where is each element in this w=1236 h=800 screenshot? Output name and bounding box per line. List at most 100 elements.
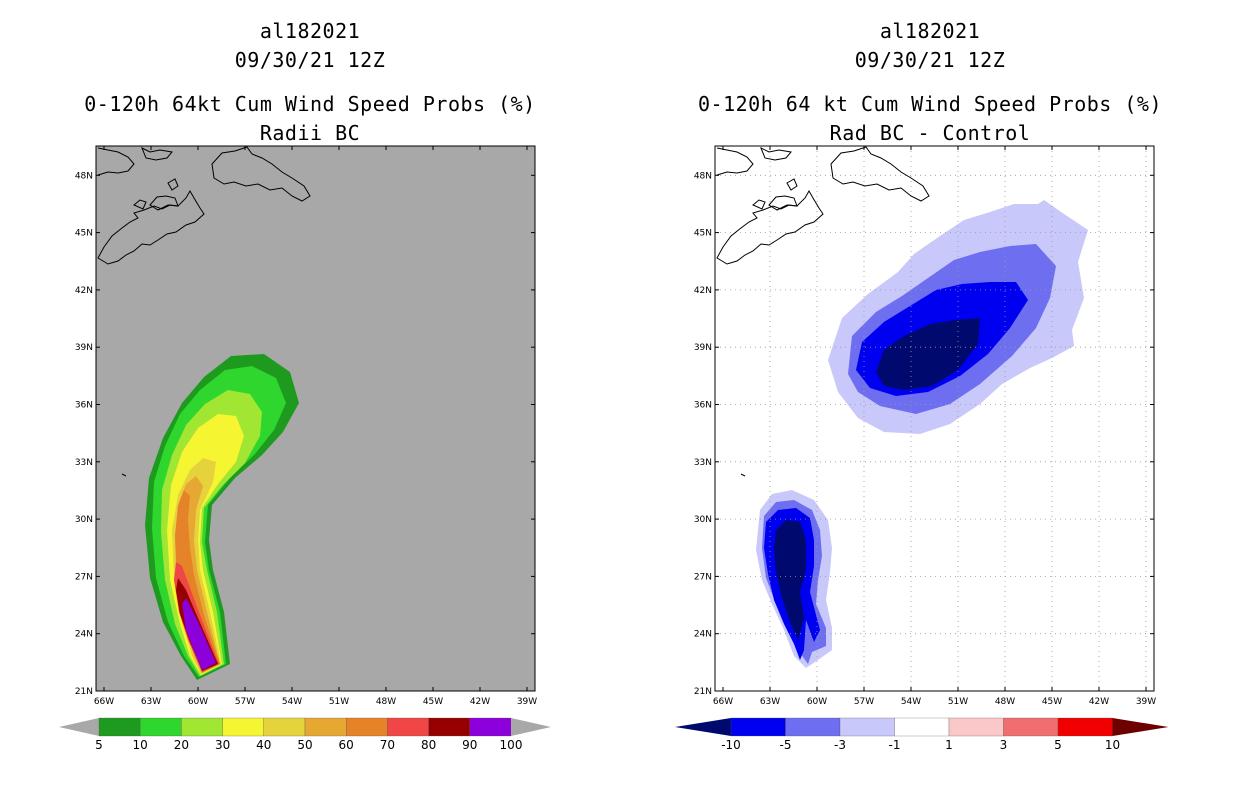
- right-colorbar-swatch: [839, 717, 895, 737]
- right-colorbar-swatch: [948, 717, 1004, 737]
- right-colorbar-swatch: [1057, 717, 1113, 737]
- left-x-tick-label: 42W: [470, 697, 490, 707]
- right-x-tick-label: 66W: [713, 697, 733, 707]
- left-x-tick-label: 60W: [188, 697, 208, 707]
- right-colorbar-label: 10: [1105, 738, 1120, 752]
- left-datetime: 09/30/21 12Z: [234, 48, 386, 72]
- left-colorbar-label: 30: [215, 738, 230, 752]
- right-x-tick-label: 39W: [1136, 697, 1156, 707]
- left-y-tick-label: 27N: [75, 572, 93, 582]
- left-colorbar-swatch: [222, 717, 264, 737]
- right-y-tick-label: 45N: [694, 229, 712, 239]
- left-map-frame: [95, 145, 536, 692]
- left-y-tick-label: 36N: [75, 401, 93, 411]
- left-contour-60: [175, 490, 220, 673]
- right-colorbar-label: 1: [945, 738, 953, 752]
- right-y-tick-label: 24N: [694, 630, 712, 640]
- right-subtitle: Rad BC - Control: [829, 121, 1031, 145]
- right-x-tick-label: 51W: [948, 697, 968, 707]
- right-y-tick-label: 21N: [694, 687, 712, 697]
- right-gridlines: [715, 146, 1154, 691]
- right-product-title: 0-120h 64 kt Cum Wind Speed Probs (%): [697, 92, 1163, 116]
- right-north-contour-minus10: [876, 318, 980, 390]
- left-storm-id: al182021: [259, 19, 361, 43]
- right-difference-field: [756, 200, 1088, 668]
- right-colorbar-label: -10: [721, 738, 741, 752]
- right-y-tick-label: 36N: [694, 401, 712, 411]
- right-datetime: 09/30/21 12Z: [854, 48, 1006, 72]
- left-colorbar-swatch: [346, 717, 388, 737]
- left-map-panel: 66W 63W 60W 57W 54W 51W 48W 45W 42W 39W 21N 24N 27N 3…: [75, 145, 537, 707]
- right-colorbar-swatch: [1003, 717, 1059, 737]
- left-colorbar-swatch: [304, 717, 347, 737]
- left-x-tick-label: 51W: [329, 697, 349, 707]
- right-colorbar-swatch: [785, 717, 841, 737]
- left-product-title: 0-120h 64kt Cum Wind Speed Probs (%): [84, 92, 536, 116]
- right-map-frame: [714, 145, 1155, 692]
- right-colorbar-label: -3: [834, 738, 846, 752]
- right-colorbar-swatch: [894, 717, 950, 737]
- left-x-tick-label: 63W: [141, 697, 161, 707]
- right-x-tick-label: 42W: [1089, 697, 1109, 707]
- left-y-tick-label: 30N: [75, 515, 93, 525]
- right-colorbar-label: 5: [1054, 738, 1062, 752]
- right-y-tick-label: 48N: [694, 171, 712, 181]
- left-colorbar: 5 10 20 30 40 50 60 70 80 90 100: [59, 717, 551, 752]
- right-colorbar-over-triangle: [1112, 718, 1169, 736]
- left-colorbar-swatch: [428, 717, 470, 737]
- right-x-tick-label: 45W: [1042, 697, 1062, 707]
- left-colorbar-label: 80: [421, 738, 436, 752]
- right-y-tick-label: 27N: [694, 572, 712, 582]
- left-y-tick-label: 42N: [75, 286, 93, 296]
- left-axis-ticks: 66W 63W 60W 57W 54W 51W 48W 45W 42W 39W 21N 24N 27N 3…: [75, 146, 537, 707]
- left-subtitle: Radii BC: [259, 121, 361, 145]
- left-colorbar-under-triangle: [59, 718, 99, 736]
- left-colorbar-swatch: [181, 717, 223, 737]
- left-colorbar-label: 40: [256, 738, 271, 752]
- right-colorbar: -10 -5 -3 -1 1 3 5 10: [675, 717, 1169, 752]
- right-south-contour-minus10: [774, 520, 806, 640]
- left-y-tick-label: 48N: [75, 171, 93, 181]
- left-colorbar-label: 60: [339, 738, 354, 752]
- left-y-tick-label: 33N: [75, 458, 93, 468]
- left-colorbar-swatch: [140, 717, 182, 737]
- right-y-tick-label: 33N: [694, 458, 712, 468]
- right-y-tick-label: 30N: [694, 515, 712, 525]
- left-x-tick-label: 57W: [235, 697, 255, 707]
- left-y-tick-label: 21N: [75, 687, 93, 697]
- left-colorbar-swatch: [387, 717, 429, 737]
- left-x-tick-label: 39W: [517, 697, 537, 707]
- right-colorbar-label: 3: [1000, 738, 1008, 752]
- right-x-tick-label: 57W: [854, 697, 874, 707]
- left-colorbar-over-triangle: [511, 718, 551, 736]
- right-x-tick-label: 48W: [995, 697, 1015, 707]
- right-y-tick-label: 39N: [694, 343, 712, 353]
- left-x-tick-label: 66W: [94, 697, 114, 707]
- left-colorbar-label: 90: [462, 738, 477, 752]
- left-colorbar-swatch: [263, 717, 306, 737]
- left-x-tick-label: 45W: [423, 697, 443, 707]
- left-x-tick-label: 54W: [282, 697, 302, 707]
- right-y-tick-label: 42N: [694, 286, 712, 296]
- left-colorbar-label: 50: [297, 738, 312, 752]
- right-x-tick-label: 60W: [807, 697, 827, 707]
- left-colorbar-swatch: [98, 717, 141, 737]
- right-colorbar-under-triangle: [675, 718, 731, 736]
- right-colorbar-label: -1: [889, 738, 901, 752]
- left-colorbar-label: 100: [500, 738, 523, 752]
- right-storm-id: al182021: [879, 19, 981, 43]
- left-colorbar-label: 5: [95, 738, 103, 752]
- right-colorbar-label: -5: [780, 738, 792, 752]
- left-x-tick-label: 48W: [376, 697, 396, 707]
- left-y-tick-label: 24N: [75, 630, 93, 640]
- right-x-tick-label: 63W: [760, 697, 780, 707]
- left-colorbar-swatch: [469, 717, 512, 737]
- left-probability-swath: [145, 354, 299, 680]
- left-colorbar-label: 20: [174, 738, 189, 752]
- right-colorbar-swatch: [730, 717, 786, 737]
- right-axis-ticks: 66W 63W 60W 57W 54W 51W 48W 45W 42W 39W 21N 24N 27N 3…: [694, 146, 1156, 707]
- right-x-tick-label: 54W: [901, 697, 921, 707]
- right-map-panel: 66W 63W 60W 57W 54W 51W 48W 45W 42W 39W 21N 24N 27N 3…: [694, 145, 1156, 707]
- left-colorbar-label: 70: [380, 738, 395, 752]
